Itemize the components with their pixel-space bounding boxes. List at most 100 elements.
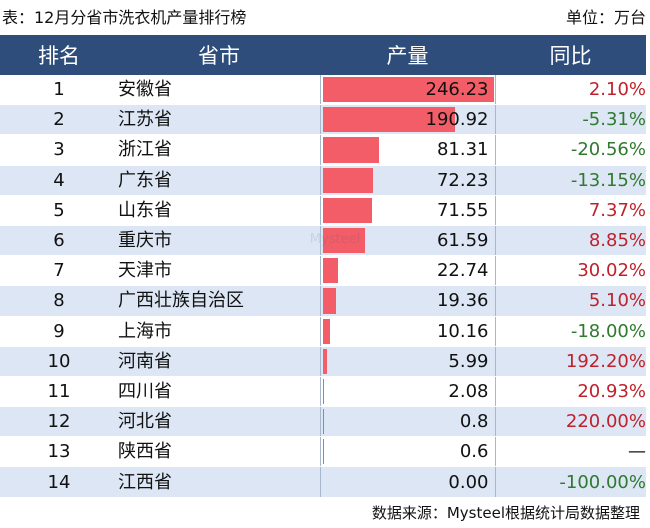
title-bar: 表：12月分省市洗衣机产量排行榜 单位：万台 <box>0 0 650 35</box>
table-row: 3 浙江省 81.31 -20.56% <box>0 134 646 166</box>
table-row: 12 河北省 0.8 220.00% <box>0 406 646 438</box>
output-value: 5.99 <box>448 350 489 372</box>
rank-cell: 5 <box>0 195 118 226</box>
table-row: 14 江西省 0.00 -100.00% <box>0 466 646 498</box>
output-bar <box>322 378 324 405</box>
output-cell: 61.59 <box>320 225 496 257</box>
province-cell: 广东省 <box>118 165 321 196</box>
output-bar <box>322 227 366 254</box>
output-cell: 190.92 <box>320 104 496 136</box>
province-cell: 四川省 <box>118 376 321 408</box>
yoy-cell: 20.93% <box>495 376 646 408</box>
output-value: 19.36 <box>436 290 489 312</box>
table-row: 9 上海市 10.16 -18.00% <box>0 316 646 347</box>
yoy-cell: -20.56% <box>495 134 646 166</box>
rank-cell: 10 <box>0 346 118 377</box>
column-header-yoy: 同比 <box>495 35 646 75</box>
table-row: 7 天津市 22.74 30.02% <box>0 255 646 287</box>
output-cell: 5.99 <box>320 346 496 377</box>
rank-cell: 1 <box>0 75 118 106</box>
output-cell: 71.55 <box>320 195 496 226</box>
yoy-cell: 192.20% <box>495 346 646 377</box>
output-value: 81.31 <box>436 139 489 161</box>
rank-cell: 8 <box>0 285 118 317</box>
rank-cell: 3 <box>0 134 118 166</box>
output-cell: 10.16 <box>320 316 496 347</box>
output-value: 72.23 <box>436 169 489 191</box>
output-cell: 22.74 <box>320 255 496 287</box>
output-value: 10.16 <box>436 320 489 342</box>
table-header-row: 排名 省市 产量 同比 <box>0 35 646 75</box>
rank-cell: 7 <box>0 255 118 287</box>
table-row: 11 四川省 2.08 20.93% <box>0 376 646 408</box>
output-cell: 0.6 <box>320 436 496 468</box>
output-value: 22.74 <box>436 260 489 282</box>
output-value: 71.55 <box>436 199 489 221</box>
output-cell: 19.36 <box>320 285 496 317</box>
table-body: 1 安徽省 246.23 2.10% 2 江苏省 190.92 -5.31% 3 浙江省 81.31… <box>0 75 646 498</box>
output-value: 246.23 <box>425 79 489 101</box>
table-row: 10 河南省 5.99 192.20% <box>0 346 646 377</box>
table-row: 1 安徽省 246.23 2.10% <box>0 75 646 106</box>
province-cell: 浙江省 <box>118 134 321 166</box>
table-row: 13 陕西省 0.6 — <box>0 436 646 468</box>
data-source-note: 数据来源：Mysteel根据统计局数据整理 <box>371 504 640 522</box>
output-bar <box>322 258 339 284</box>
output-bar <box>322 107 456 133</box>
output-bar <box>322 409 324 435</box>
table-row: 8 广西壮族自治区 19.36 5.10% <box>0 285 646 317</box>
province-cell: 广西壮族自治区 <box>118 285 321 317</box>
province-cell: 安徽省 <box>118 75 321 106</box>
yoy-cell: 5.10% <box>495 285 646 317</box>
province-cell: 江西省 <box>118 466 321 498</box>
yoy-cell: 220.00% <box>495 406 646 438</box>
table-title: 表：12月分省市洗衣机产量排行榜 <box>2 8 247 27</box>
column-header-province: 省市 <box>118 35 320 75</box>
rank-cell: 2 <box>0 104 118 136</box>
output-cell: 246.23 <box>320 75 496 106</box>
yoy-cell: -13.15% <box>495 165 646 196</box>
yoy-cell: -5.31% <box>495 104 646 136</box>
province-cell: 江苏省 <box>118 104 321 136</box>
output-bar <box>322 348 327 374</box>
rank-cell: 9 <box>0 316 118 347</box>
output-bar <box>322 167 373 193</box>
output-bar <box>322 137 379 163</box>
column-header-output: 产量 <box>320 35 495 75</box>
output-bar <box>322 197 373 223</box>
rank-cell: 4 <box>0 165 118 196</box>
output-cell: 2.08 <box>320 376 496 408</box>
rank-cell: 6 <box>0 225 118 257</box>
output-bar <box>322 318 330 344</box>
unit-label: 单位：万台 <box>565 8 646 27</box>
yoy-cell: 7.37% <box>495 195 646 226</box>
rank-cell: 14 <box>0 466 118 498</box>
yoy-cell: 30.02% <box>495 255 646 287</box>
table-row: 6 重庆市 61.59 8.85% <box>0 225 646 257</box>
table-row: 2 江苏省 190.92 -5.31% <box>0 104 646 136</box>
output-cell: 0.00 <box>320 466 496 498</box>
province-cell: 河南省 <box>118 346 321 377</box>
province-cell: 天津市 <box>118 255 321 287</box>
output-value: 0.6 <box>459 441 489 463</box>
output-value: 190.92 <box>425 109 489 131</box>
yoy-cell: -18.00% <box>495 316 646 347</box>
rank-cell: 11 <box>0 376 118 408</box>
yoy-cell: 2.10% <box>495 75 646 106</box>
table-row: 4 广东省 72.23 -13.15% <box>0 165 646 196</box>
yoy-cell: -100.00% <box>495 466 646 498</box>
output-cell: 81.31 <box>320 134 496 166</box>
yoy-cell: — <box>495 436 646 468</box>
table-row: 5 山东省 71.55 7.37% <box>0 195 646 226</box>
yoy-cell: 8.85% <box>495 225 646 257</box>
province-cell: 陕西省 <box>118 436 321 468</box>
output-value: 2.08 <box>448 380 489 402</box>
rank-cell: 13 <box>0 436 118 468</box>
output-value: 0.00 <box>448 471 489 493</box>
province-cell: 重庆市 <box>118 225 321 257</box>
output-value: 61.59 <box>436 230 489 252</box>
province-cell: 上海市 <box>118 316 321 347</box>
output-bar <box>322 77 494 103</box>
output-cell: 0.8 <box>320 406 496 438</box>
column-header-rank: 排名 <box>0 35 118 75</box>
